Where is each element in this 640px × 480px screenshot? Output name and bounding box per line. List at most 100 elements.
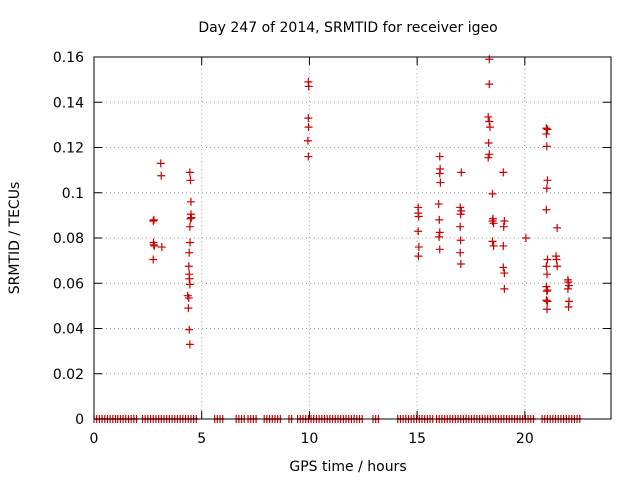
data-point	[542, 287, 551, 296]
data-point	[457, 168, 466, 177]
data-point	[542, 142, 551, 151]
data-point	[456, 222, 465, 231]
data-point	[149, 215, 158, 224]
y-tick-label: 0.14	[53, 95, 84, 111]
data-point	[484, 138, 493, 147]
data-point	[499, 263, 508, 272]
y-tick-label: 0.1	[62, 186, 84, 202]
data-point	[186, 214, 195, 223]
data-point	[304, 114, 313, 123]
data-point	[434, 200, 443, 209]
y-tick-label: 0	[75, 412, 84, 428]
data-point	[564, 281, 573, 290]
y-tick-label: 0.12	[53, 141, 84, 157]
data-point	[484, 112, 493, 121]
data-point	[456, 236, 465, 245]
data-point	[185, 325, 194, 334]
data-point	[485, 117, 494, 126]
data-point	[489, 241, 498, 250]
data-point	[185, 280, 194, 289]
data-points	[149, 55, 573, 349]
data-point	[543, 286, 552, 295]
data-point	[304, 123, 313, 132]
data-point	[157, 243, 166, 252]
data-point	[499, 168, 508, 177]
data-point	[564, 303, 573, 312]
data-point	[500, 217, 509, 226]
data-point	[543, 176, 552, 185]
data-point	[456, 210, 465, 219]
y-tick-label: 0.16	[53, 50, 84, 66]
data-point	[456, 203, 465, 212]
x-tick-labels: 0 5 10 15 20	[90, 431, 534, 447]
data-point	[500, 284, 509, 293]
data-point	[543, 297, 552, 306]
data-point	[485, 150, 494, 159]
data-point	[184, 304, 193, 313]
x-axis-label: GPS time / hours	[289, 459, 406, 475]
y-axis-label: SRMTID / TECUs	[7, 182, 23, 295]
x-tick-label: 15	[408, 431, 426, 447]
data-point	[435, 169, 444, 178]
data-point	[542, 296, 551, 305]
data-point	[456, 248, 465, 257]
data-point	[304, 82, 313, 91]
data-point	[485, 123, 494, 132]
data-point	[435, 228, 444, 237]
data-point	[157, 171, 166, 180]
data-point	[186, 176, 195, 185]
data-point	[543, 255, 552, 264]
data-point	[489, 219, 498, 228]
data-point	[150, 241, 159, 250]
x-tick-label: 0	[90, 431, 99, 447]
data-point	[543, 305, 552, 314]
data-point	[436, 178, 445, 187]
data-point	[414, 227, 423, 236]
y-tick-label: 0.06	[53, 276, 84, 292]
data-point	[435, 215, 444, 224]
data-point	[304, 152, 313, 161]
data-point	[488, 237, 497, 246]
data-point	[542, 129, 551, 138]
data-point	[184, 293, 193, 302]
x-tick-label: 20	[516, 431, 534, 447]
data-point	[563, 284, 572, 293]
data-point	[484, 153, 493, 162]
data-point	[185, 340, 194, 349]
data-point	[456, 260, 465, 269]
y-tick-label: 0.04	[53, 322, 84, 338]
data-point	[542, 262, 551, 271]
chart-title: Day 247 of 2014, SRMTID for receiver ige…	[198, 20, 497, 36]
data-point	[435, 245, 444, 254]
data-point	[500, 269, 509, 278]
data-point	[414, 243, 423, 252]
data-point	[435, 152, 444, 161]
data-point	[414, 252, 423, 261]
axis-ticks	[93, 56, 611, 420]
data-point	[564, 278, 573, 287]
data-point	[435, 232, 444, 241]
data-point	[186, 197, 195, 206]
data-point	[553, 262, 562, 271]
x-tick-label: 5	[197, 431, 206, 447]
y-tick-label: 0.02	[53, 367, 84, 383]
data-point	[149, 240, 158, 249]
data-point	[542, 205, 551, 214]
data-point	[414, 212, 423, 221]
data-point	[521, 234, 530, 242]
y-tick-label: 0.08	[53, 231, 84, 247]
data-point	[552, 255, 561, 264]
data-point	[553, 223, 562, 232]
data-point	[185, 248, 194, 257]
y-tick-labels: 0 0.02 0.04 0.06 0.08 0.1 0.12 0.14 0.16	[53, 50, 84, 428]
data-point	[499, 241, 508, 250]
data-point	[186, 238, 195, 247]
data-point	[499, 222, 508, 231]
data-point	[543, 125, 552, 134]
data-point	[457, 206, 466, 215]
x-tick-label: 10	[301, 431, 319, 447]
data-point	[156, 159, 165, 168]
data-point	[543, 270, 552, 279]
